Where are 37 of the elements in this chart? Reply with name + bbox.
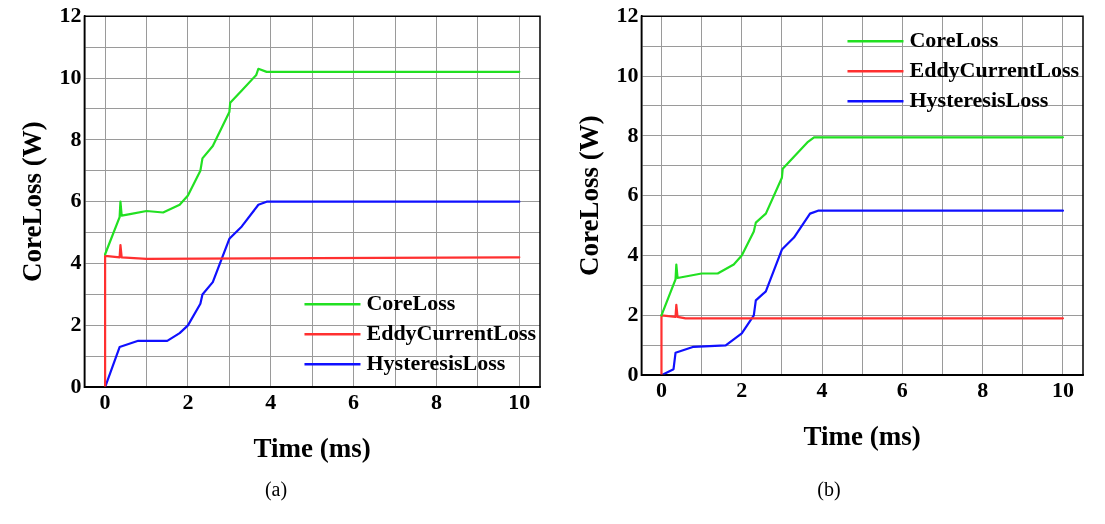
x-tick-label: 0	[99, 389, 111, 415]
y-tick-label: 2	[70, 311, 82, 337]
x-axis-title: Time (ms)	[253, 432, 371, 463]
text: (a)	[263, 478, 289, 501]
y-tick-label: 12	[616, 1, 639, 27]
legend-label: HysteresisLoss	[909, 86, 1049, 112]
x-tick-label: 6	[348, 389, 360, 415]
y-tick-label: 8	[70, 125, 82, 151]
x-tick-label: 8	[430, 389, 442, 415]
y-tick-label: 12	[59, 1, 82, 27]
x-tick-label: 6	[896, 377, 908, 403]
text: (b)	[816, 478, 842, 501]
x-axis-title: Time (ms)	[803, 420, 921, 451]
legend-label: CoreLoss	[366, 289, 456, 315]
x-tick-label: 4	[265, 389, 277, 415]
x-tick-label: 2	[182, 389, 194, 415]
y-tick-label: 4	[70, 249, 82, 275]
y-tick-label: 8	[627, 121, 639, 147]
y-tick-label: 0	[627, 360, 639, 386]
x-tick-label: 8	[977, 377, 989, 403]
legend-label: CoreLoss	[909, 26, 999, 52]
y-tick-label: 2	[627, 301, 639, 327]
y-tick-label: 6	[627, 181, 639, 207]
y-axis-title: CoreLoss (W)	[17, 121, 48, 283]
legend-label: HysteresisLoss	[366, 349, 506, 375]
y-tick-label: 10	[59, 63, 82, 89]
y-tick-label: 4	[627, 241, 639, 267]
x-tick-label: 4	[816, 377, 828, 403]
legend-label: EddyCurrentLoss	[909, 56, 1080, 82]
x-tick-label: 0	[655, 377, 667, 403]
x-tick-label: 10	[1051, 377, 1074, 403]
y-axis-title: CoreLoss (W)	[574, 115, 605, 277]
y-tick-label: 10	[616, 61, 639, 87]
x-tick-label: 2	[736, 377, 748, 403]
legend-label: EddyCurrentLoss	[366, 319, 537, 345]
y-tick-label: 6	[70, 187, 82, 213]
x-tick-label: 10	[508, 389, 531, 415]
